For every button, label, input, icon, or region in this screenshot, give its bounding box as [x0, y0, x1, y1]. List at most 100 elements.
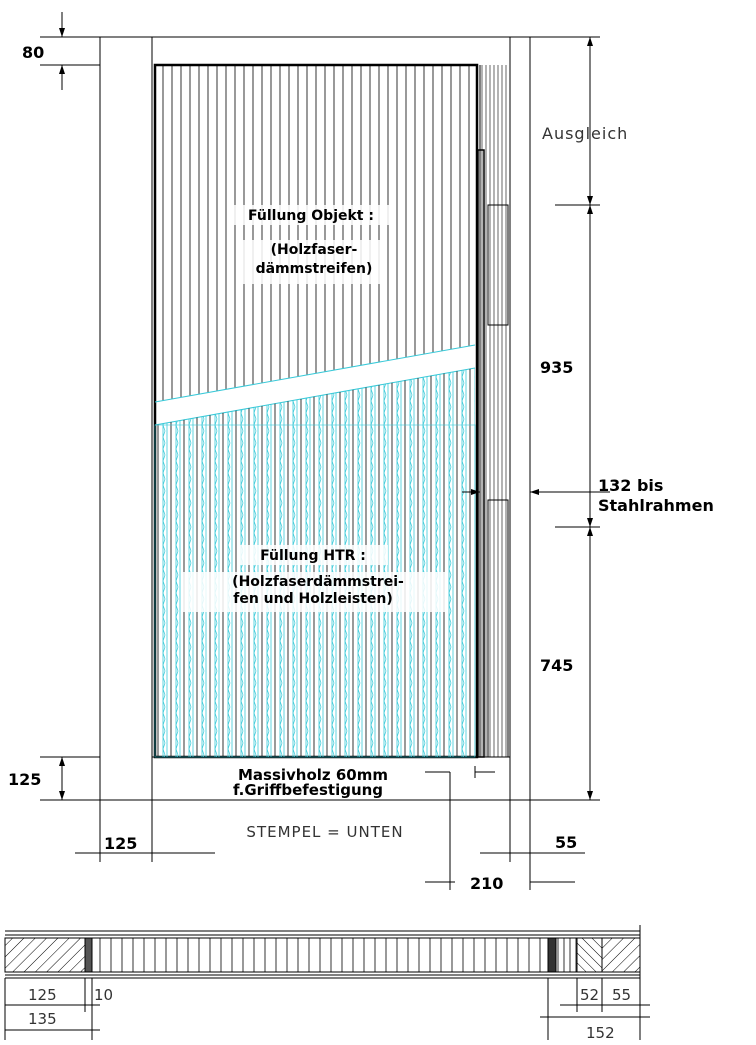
hatch-line — [318, 442, 322, 450]
hatch-line — [435, 388, 439, 396]
hatch-line — [409, 520, 413, 528]
hatch-line — [422, 724, 426, 732]
hatch-line — [435, 748, 439, 756]
hatch-line — [383, 652, 387, 660]
hatch-line — [331, 382, 335, 390]
hatch-line — [461, 382, 465, 390]
hatch-line — [318, 748, 322, 756]
hatch-line — [201, 682, 205, 690]
hatch-line — [448, 688, 452, 696]
hatch-line — [318, 616, 322, 624]
hatch-line — [279, 448, 283, 456]
hatch-line — [396, 388, 400, 396]
hatch-line — [201, 652, 205, 660]
hatch-line — [266, 520, 270, 528]
hatch-line — [396, 430, 400, 438]
hatch-line — [370, 682, 374, 690]
hatch-line — [318, 472, 322, 480]
hatch-line — [435, 520, 439, 528]
hatch-line — [175, 436, 179, 444]
hatch-line — [461, 736, 465, 744]
hatch-line — [188, 526, 192, 534]
hatch-line — [422, 382, 426, 390]
hatch-line — [448, 706, 452, 714]
hatch-line — [448, 532, 452, 540]
hatch-line — [188, 400, 192, 408]
hatch-line — [266, 664, 270, 672]
hatch-line — [240, 742, 244, 750]
hatch-line — [188, 496, 192, 504]
hatch-line — [422, 454, 426, 462]
hatch-line — [240, 670, 244, 678]
hatch-line — [331, 394, 335, 402]
hatch-line — [227, 436, 231, 444]
hatch-line — [162, 424, 166, 432]
hatch-line — [162, 604, 166, 612]
hatch-line — [396, 676, 400, 684]
hatch-line — [396, 706, 400, 714]
dim-210: 210 — [425, 772, 575, 893]
hatch-line — [461, 544, 465, 552]
hatch-line — [162, 688, 166, 696]
hatch-line — [162, 556, 166, 564]
hatch-line — [383, 436, 387, 444]
hatch-line — [305, 478, 309, 486]
hatch-line — [318, 370, 322, 378]
fill-object-line2: dämmstreifen) — [256, 261, 373, 277]
hatch-line — [331, 496, 335, 504]
hatch-line — [162, 610, 166, 618]
hatch-line — [383, 400, 387, 408]
hatch-line — [266, 712, 270, 720]
hatch-line — [162, 550, 166, 558]
hatch-line — [344, 484, 348, 492]
hatch-line — [214, 748, 218, 756]
hatch-line — [344, 532, 348, 540]
hatch-line — [435, 466, 439, 474]
hatch-line — [357, 652, 361, 660]
hatch-line — [214, 430, 218, 438]
hatch-line — [396, 394, 400, 402]
hatch-line — [188, 664, 192, 672]
hatch-line — [448, 490, 452, 498]
hatch-line — [409, 484, 413, 492]
hatch-line — [383, 430, 387, 438]
hatch-line — [188, 436, 192, 444]
hatch-line — [344, 454, 348, 462]
hatch-line — [383, 532, 387, 540]
hatch-line — [383, 478, 387, 486]
hatch-line — [435, 382, 439, 390]
hatch-line — [396, 436, 400, 444]
hatch-line — [188, 748, 192, 756]
hatch-line — [188, 454, 192, 462]
hatch-line — [279, 706, 283, 714]
hatch-line — [266, 502, 270, 510]
hatch-line — [370, 412, 374, 420]
hatch-line — [253, 634, 257, 642]
hatch-line — [266, 538, 270, 546]
hatch-line — [331, 688, 335, 696]
hatch-line — [240, 520, 244, 528]
hatch-line — [201, 748, 205, 756]
hatch-line — [305, 514, 309, 522]
hatch-line — [448, 748, 452, 756]
hatch-line — [240, 502, 244, 510]
hatch-line — [279, 472, 283, 480]
hatch-line — [292, 478, 296, 486]
hatch-line — [318, 412, 322, 420]
hatch-line — [292, 430, 296, 438]
hatch-line — [240, 418, 244, 426]
hatch-line — [357, 466, 361, 474]
hatch-line — [318, 712, 322, 720]
hatch-line — [240, 628, 244, 636]
hatch-line — [435, 682, 439, 690]
hatch-line — [266, 748, 270, 756]
hatch-line — [396, 448, 400, 456]
hatch-line — [370, 376, 374, 384]
hatch-line — [162, 718, 166, 726]
hatch-line — [279, 520, 283, 528]
hatch-line — [344, 418, 348, 426]
hatch-line — [396, 628, 400, 636]
hatch-line — [279, 478, 283, 486]
hatch-line — [188, 712, 192, 720]
hatch-line — [344, 730, 348, 738]
